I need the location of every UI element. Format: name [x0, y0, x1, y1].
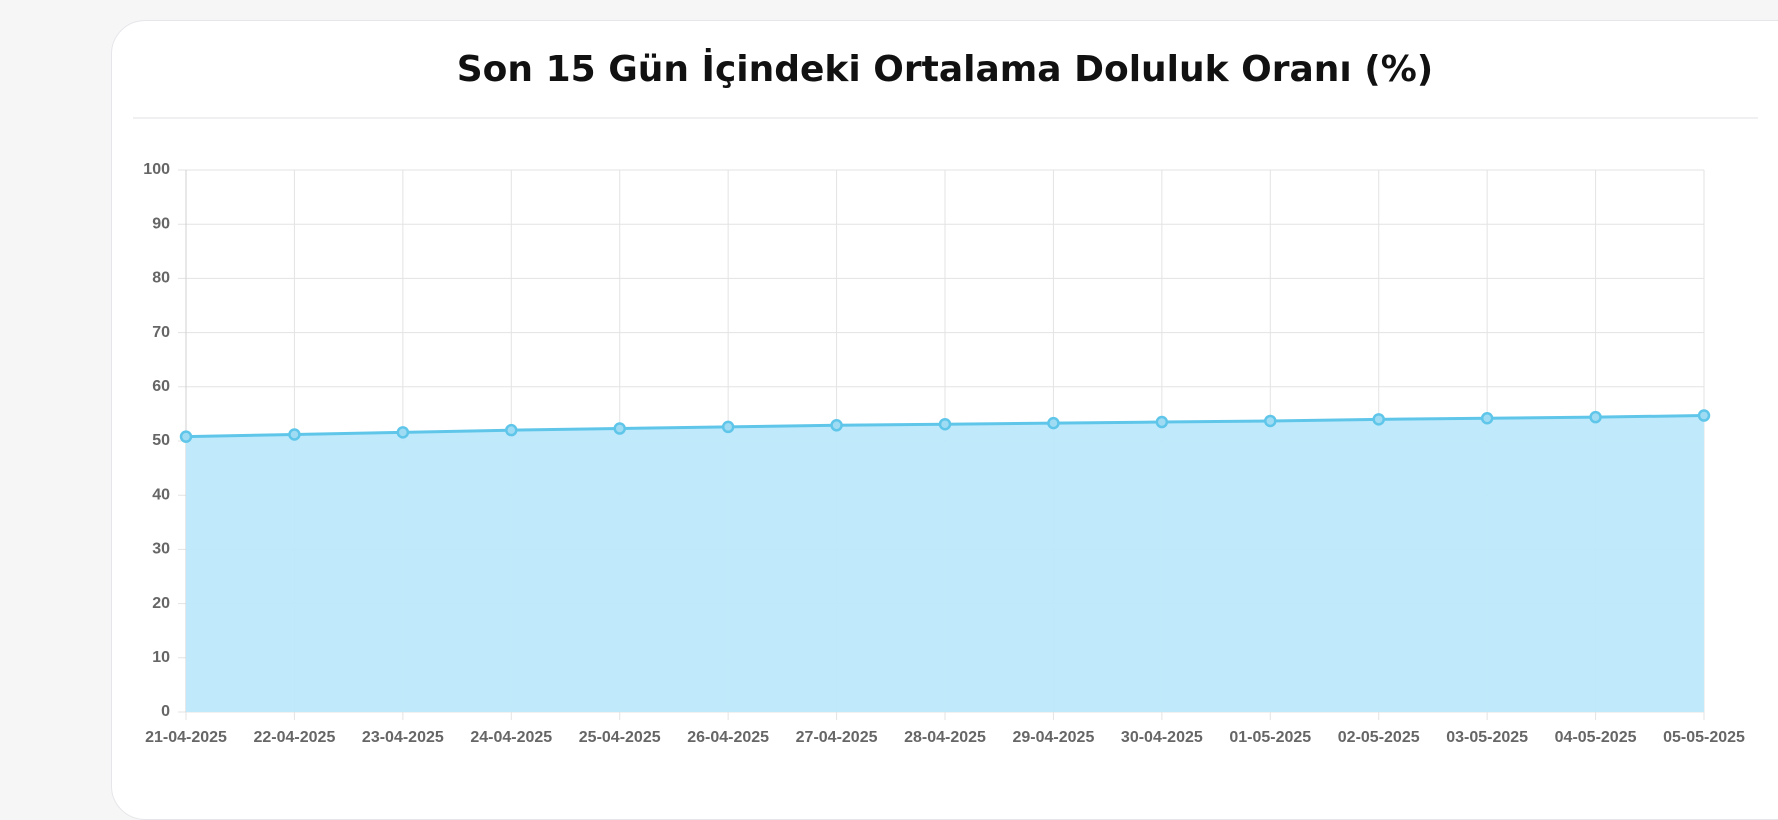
x-tick-label: 26-04-2025 — [687, 729, 769, 746]
point — [1697, 409, 1711, 422]
y-tick-label: 50 — [152, 432, 170, 449]
x-tick-label: 03-05-2025 — [1446, 729, 1528, 746]
area — [186, 415, 1704, 712]
y-tick-label: 40 — [152, 486, 170, 503]
point — [830, 419, 843, 432]
x-tick-label: 28-04-2025 — [904, 729, 986, 746]
point — [721, 420, 735, 434]
point — [613, 422, 626, 435]
x-tick-label: 22-04-2025 — [254, 729, 336, 746]
point — [1480, 411, 1494, 425]
point — [179, 430, 193, 443]
y-tick-label: 0 — [161, 703, 170, 720]
point — [1155, 415, 1169, 429]
point — [1372, 413, 1385, 426]
x-tick-label: 23-04-2025 — [362, 729, 444, 746]
page: Son 15 Gün İçindeki Ortalama Doluluk Ora… — [111, 20, 1778, 820]
y-tick-label: 70 — [152, 324, 170, 341]
x-tick-label: 25-04-2025 — [579, 729, 661, 746]
point — [1264, 414, 1277, 428]
y-tick-label: 100 — [143, 161, 170, 178]
chart-title: Son 15 Gün İçindeki Ortalama Doluluk Ora… — [457, 48, 1433, 90]
point — [505, 423, 518, 437]
y-tick-label: 30 — [152, 541, 170, 558]
point — [1047, 416, 1060, 430]
x-tick-label: 21-04-2025 — [145, 729, 227, 746]
point — [938, 417, 952, 431]
x-tick-label: 04-05-2025 — [1555, 729, 1637, 746]
y-tick-label: 10 — [152, 649, 170, 666]
y-tick-label: 90 — [152, 215, 170, 232]
x-tick-label: 30-04-2025 — [1121, 729, 1203, 746]
chart: Son 15 Gün İçindeki Ortalama Doluluk Ora… — [133, 48, 1758, 746]
y-tick-label: 80 — [152, 270, 170, 287]
point — [1589, 410, 1602, 424]
x-tick-label: 05-05-2025 — [1663, 729, 1745, 746]
x-tick-label: 02-05-2025 — [1338, 729, 1420, 746]
y-tick-label: 20 — [152, 595, 170, 612]
x-tick-label: 29-04-2025 — [1013, 729, 1095, 746]
x-tick-label: 27-04-2025 — [796, 729, 878, 746]
point — [288, 428, 301, 441]
point — [396, 426, 410, 439]
x-tick-label: 24-04-2025 — [470, 729, 552, 746]
y-tick-label: 60 — [152, 378, 170, 395]
x-tick-label: 01-05-2025 — [1229, 729, 1311, 746]
